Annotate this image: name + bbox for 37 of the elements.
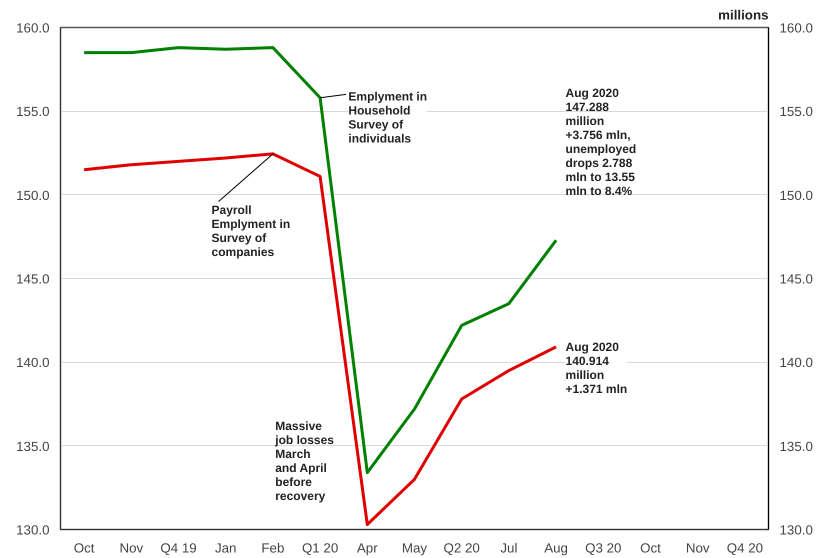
y-tick-label: 150.0 [16, 188, 50, 203]
x-tick-label: Apr [356, 540, 378, 556]
annotation: Aug 2020 140.914 million +1.371 mln [566, 340, 628, 396]
x-tick-label: Nov [119, 540, 144, 556]
line-series [82, 152, 558, 526]
x-tick-label: Jul [500, 540, 518, 556]
y2-axis-title: millions [718, 8, 768, 22]
x-tick-label: Q4 19 [160, 540, 197, 556]
y2-tick-label: 135.0 [780, 438, 813, 454]
y-tick-label: 135.0 [16, 438, 50, 454]
x-tick-label: Nov [686, 540, 710, 556]
x-tick-label: Q3 20 [585, 540, 622, 556]
annotation: Emplyment in Household Survey of individuals [348, 89, 428, 146]
y2-tick-label: 130.0 [780, 522, 813, 538]
y-tick-label: 160.0 [16, 20, 50, 36]
y-tick-label: 140.0 [16, 355, 50, 370]
x-tick-label: May [402, 540, 428, 556]
annotation: Massive job losses March and April before recovery [274, 419, 334, 504]
x-tick-label: Feb [261, 540, 284, 556]
y-tick-label: 130.0 [16, 522, 50, 538]
y2-tick-label: 140.0 [780, 355, 813, 370]
y2-tick-label: 155.0 [780, 104, 813, 120]
x-tick-label: Q2 20 [444, 540, 480, 556]
line-series [82, 46, 558, 474]
y-tick-label: 145.0 [16, 272, 50, 286]
annotation: Aug 2020 147.288 million +3.756 mln, unemployed drops 2.788 mln to 13.55 mln to 8.4% [566, 86, 636, 198]
y2-tick-label: 145.0 [780, 272, 813, 286]
y2-tick-label: 160.0 [780, 20, 813, 36]
x-tick-label: Q1 20 [302, 540, 338, 556]
x-tick-label: Aug [544, 540, 568, 556]
x-tick-label: Oct [74, 540, 95, 556]
y-tick-label: 155.0 [16, 104, 50, 120]
x-tick-label: Q4 20 [726, 540, 764, 556]
x-tick-label: Jan [214, 540, 236, 556]
y2-tick-label: 150.0 [780, 188, 813, 203]
annotation: Payroll Emplyment in Survey of companies [212, 203, 290, 260]
x-tick-label: Oct [640, 540, 662, 556]
